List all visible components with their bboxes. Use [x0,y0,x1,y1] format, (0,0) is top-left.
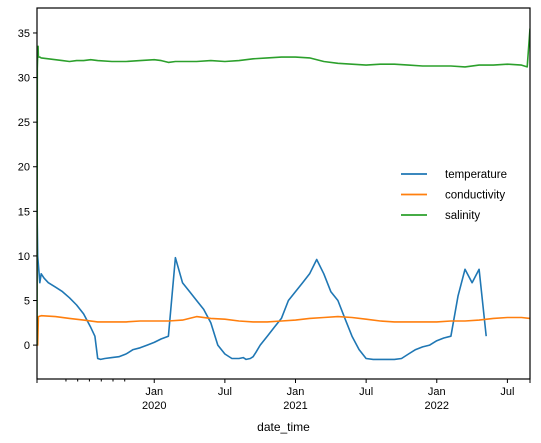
y-tick-label: 5 [24,296,30,308]
y-tick-label: 20 [18,162,30,174]
x-tick-year-label: 2022 [425,400,449,412]
y-tick-label: 25 [18,117,30,129]
x-axis-title: date_time [257,420,310,434]
x-tick-label: Jan [287,386,305,398]
x-tick-label: Jul [218,386,232,398]
y-axis: 0 5 10 15 20 25 30 35 [18,28,37,352]
series-line-conductivity [37,314,530,346]
x-tick-label: Jul [500,386,514,398]
legend-label-conductivity: conductivity [445,190,505,202]
legend-label-salinity: salinity [445,210,480,222]
x-tick-year-label: 2020 [142,400,166,412]
x-tick-label: Jan [145,386,163,398]
series-line-salinity [37,28,530,346]
legend: temperature conductivity salinity [401,169,507,222]
y-tick-label: 35 [18,28,30,40]
x-tick-label: Jul [359,386,373,398]
x-tick-year-label: 2021 [283,400,307,412]
x-tick-label: Jan [428,386,446,398]
y-tick-label: 30 [18,73,30,85]
x-axis: Jan 2020 Jul Jan 2021 Jul Jan 2022 Jul [36,379,531,412]
legend-label-temperature: temperature [445,169,507,181]
series-line-temperature [37,202,487,361]
y-tick-label: 10 [18,251,30,263]
y-tick-label: 15 [18,206,30,218]
y-tick-label: 0 [24,340,30,352]
series-layer [37,28,530,361]
plot-frame [36,7,531,380]
